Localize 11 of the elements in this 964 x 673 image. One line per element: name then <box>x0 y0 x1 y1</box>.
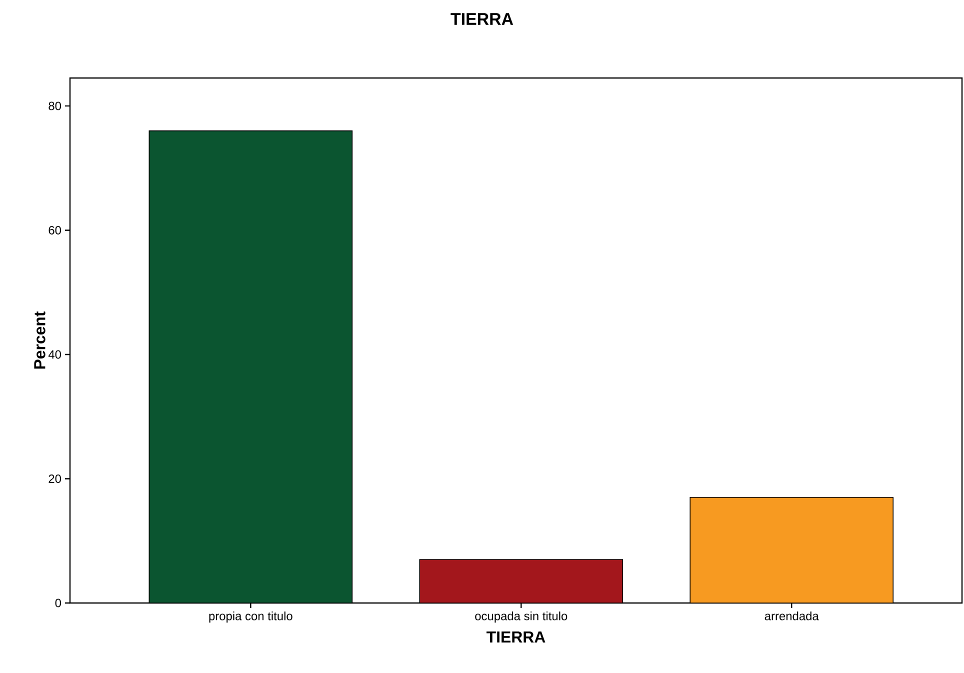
y-tick-label: 0 <box>55 598 62 608</box>
chart-title: TIERRA <box>450 13 514 25</box>
x-axis-title: TIERRA <box>486 632 546 642</box>
y-tick-label: 40 <box>48 350 62 359</box>
x-tick-label: ocupada sin titulo <box>475 612 568 623</box>
x-tick-label: arrendada <box>764 612 819 620</box>
y-tick-label: 60 <box>48 226 62 234</box>
y-tick-label: 80 <box>48 102 62 110</box>
y-tick-label: 20 <box>48 474 62 483</box>
y-axis-title: Percent <box>34 311 46 369</box>
x-tick-label: propia con titulo <box>209 612 292 623</box>
